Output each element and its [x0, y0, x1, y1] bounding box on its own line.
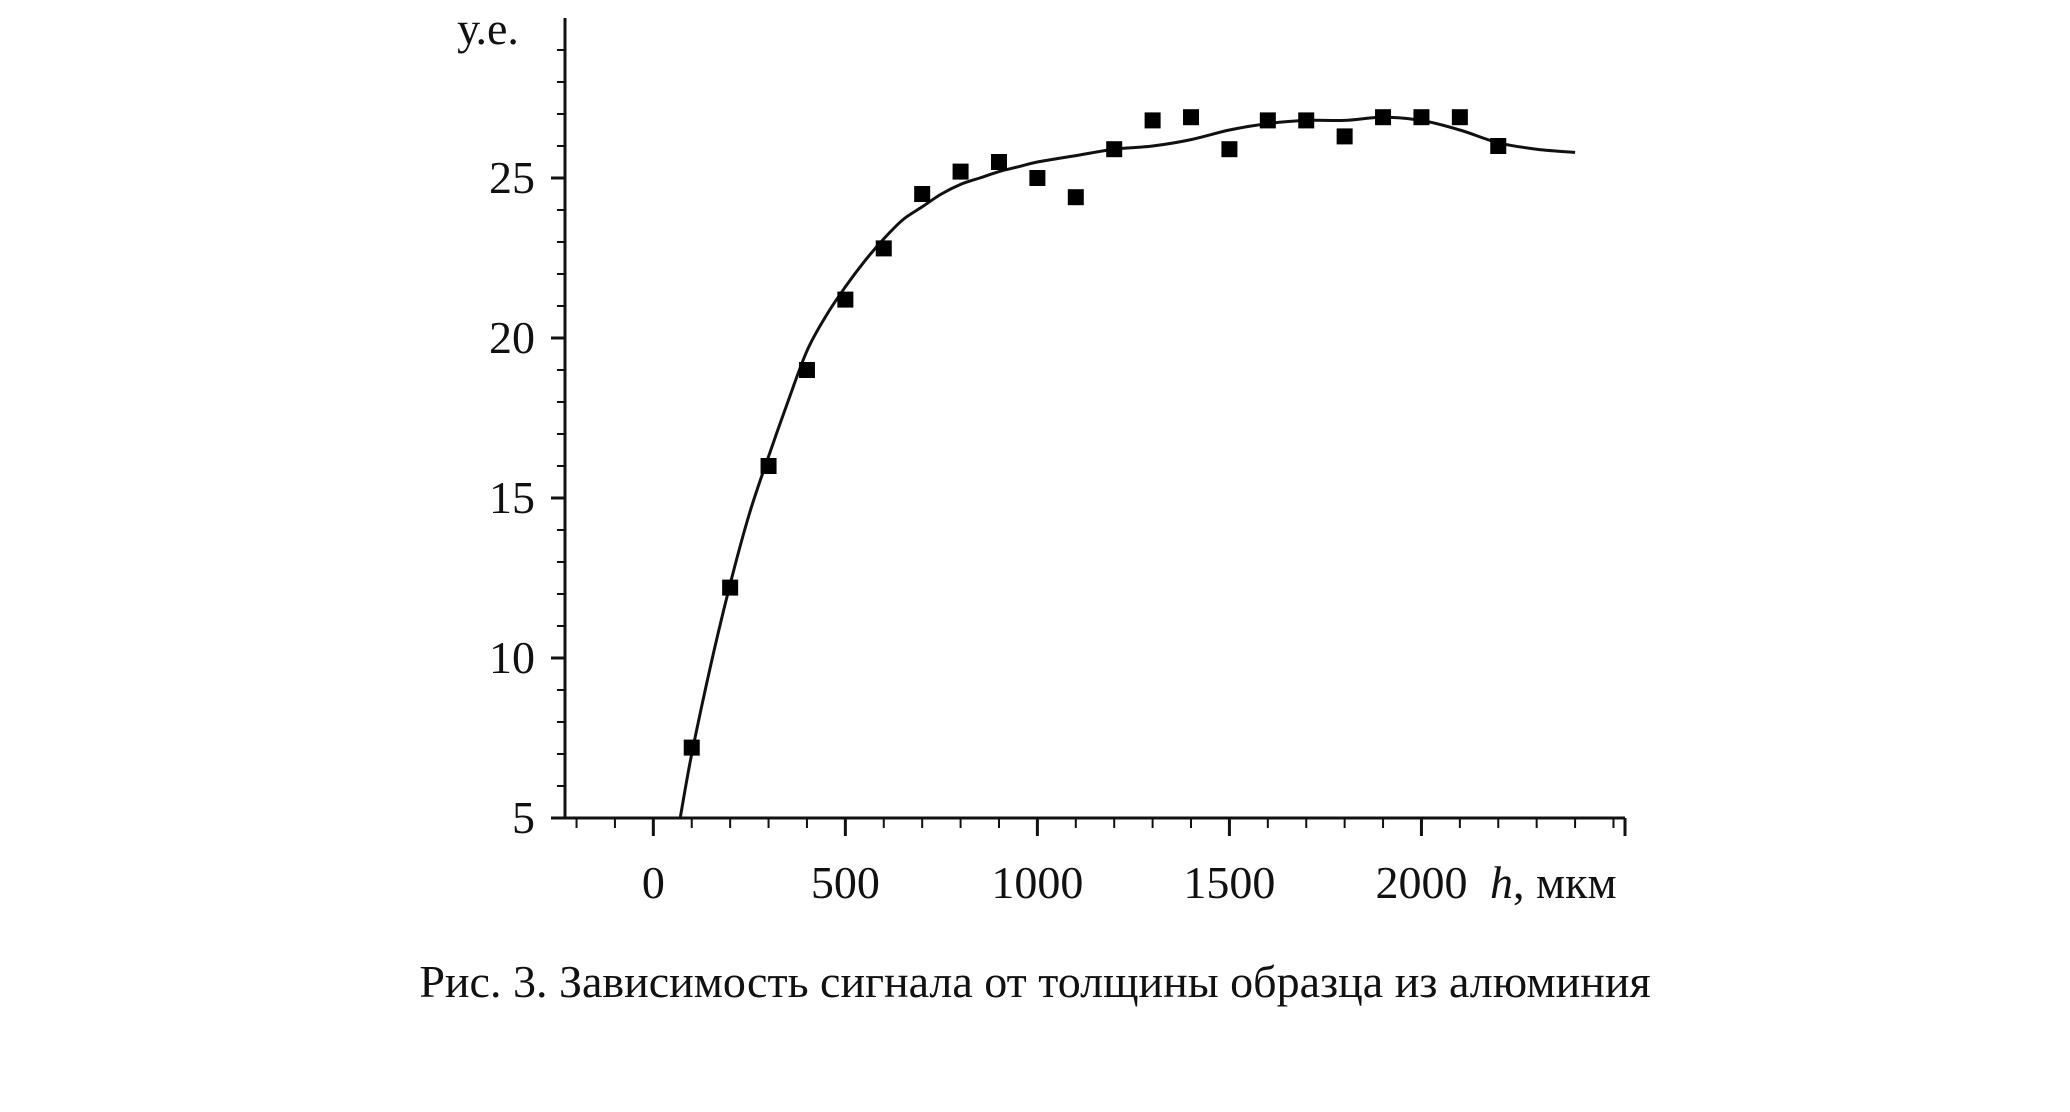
data-point — [1451, 109, 1468, 126]
data-point — [683, 739, 700, 756]
y-tick-label: 15 — [489, 472, 535, 523]
y-tick-label: 20 — [489, 312, 535, 363]
data-point — [875, 240, 892, 257]
y-tick-label: 25 — [489, 152, 535, 203]
fit-curve — [678, 115, 1576, 819]
x-axis-label: h, мкм — [1490, 857, 1617, 908]
data-point — [990, 154, 1007, 170]
x-axis-variable: h — [1490, 857, 1513, 908]
y-axis-label: у.е. — [457, 3, 519, 54]
y-tick-label: 10 — [489, 632, 535, 683]
data-point — [1336, 128, 1353, 145]
data-point — [914, 186, 931, 202]
data-point — [1375, 109, 1392, 126]
data-point — [1144, 112, 1161, 129]
figure-caption: Рис. 3. Зависимость сигнала от толщины о… — [419, 956, 1651, 1007]
data-point — [1490, 138, 1507, 154]
x-tick-label: 1000 — [991, 857, 1083, 908]
data-point — [1298, 112, 1315, 129]
data-point — [722, 579, 739, 596]
data-points-layer — [683, 109, 1507, 756]
x-tick-label: 500 — [811, 857, 880, 908]
data-point — [1413, 109, 1430, 126]
data-point — [1106, 141, 1123, 158]
x-tick-label: 0 — [642, 857, 665, 908]
data-point — [1067, 189, 1084, 206]
data-point — [837, 291, 854, 308]
data-point — [798, 362, 815, 378]
x-tick-label: 1500 — [1183, 857, 1275, 908]
data-point — [1221, 141, 1238, 158]
data-point — [1029, 170, 1046, 186]
x-tick-label: 2000 — [1375, 857, 1467, 908]
y-tick-label: 5 — [512, 792, 535, 843]
axes — [551, 18, 1627, 836]
data-point — [760, 458, 777, 474]
x-axis-unit: , мкм — [1513, 857, 1617, 908]
data-point — [1183, 109, 1200, 126]
data-point — [1259, 112, 1276, 129]
data-point — [952, 163, 969, 180]
tick-labels-layer: 5 10 15 20 25 0 500 1000 1500 2000 — [489, 152, 1467, 908]
fit-curve-layer — [678, 115, 1576, 819]
